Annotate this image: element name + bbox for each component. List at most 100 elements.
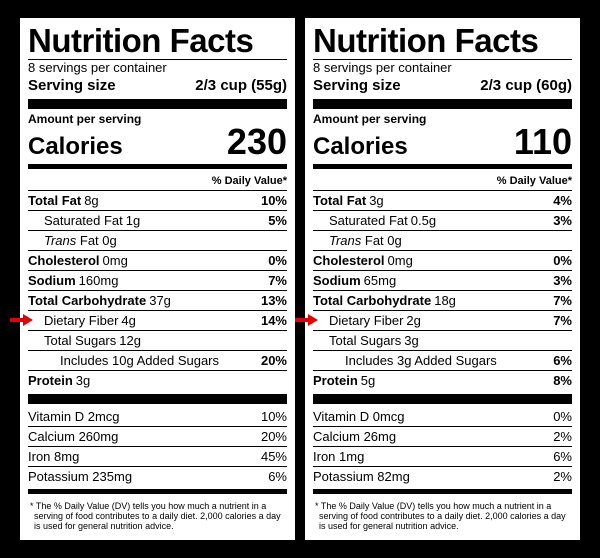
nutrient-percent: 14% [261,313,287,328]
nutrient-amount: 3g [404,333,418,348]
nutrient-row: Saturated Fat1g 5% [28,210,287,230]
nutrient-label: Saturated Fat [44,213,123,228]
nutrient-percent: 0% [553,253,572,268]
nutrient-amount: 12g [119,333,141,348]
nutrient-label: Sodium [313,273,361,288]
vitamin-percent: 45% [261,449,287,464]
nutrition-panel-left: Nutrition Facts8 servings per containerS… [20,18,295,540]
nutrient-row: Sodium160mg7% [28,270,287,290]
nutrient-percent: 7% [553,313,572,328]
vitamin-row: Iron 1mg 6% [313,446,572,466]
nutrient-amount: 18g [434,293,456,308]
vitamin-row: Vitamin D 0mcg 0% [313,407,572,426]
vitamin-percent: 10% [261,409,287,424]
nutrient-row: Cholesterol0mg 0% [28,250,287,270]
vitamin-label: Vitamin D 2mcg [28,409,120,424]
vitamin-row: Iron 8mg 45% [28,446,287,466]
nutrient-label: Trans Fat 0g [329,233,402,248]
vitamin-row: Potassium 82mg 2% [313,466,572,486]
vitamin-percent: 2% [553,469,572,484]
nutrient-percent: 7% [553,293,572,308]
nutrient-amount: 5g [361,373,375,388]
servings-per-container: 8 servings per container [28,60,287,76]
calories-row: Calories 230 [28,124,287,161]
vitamin-percent: 20% [261,429,287,444]
nutrient-row: Total Fat8g10% [28,190,287,210]
calories-value: 110 [514,124,572,160]
nutrient-row: Protein3g [28,370,287,390]
nutrient-label: Saturated Fat [329,213,408,228]
nutrient-amount: 0mg [388,253,413,268]
nutrient-percent: 8% [553,373,572,388]
vitamin-row: Calcium 260mg 20% [28,426,287,446]
nutrient-row: Total Sugars12g [28,330,287,350]
nutrient-amount: 0mg [103,253,128,268]
nutrient-percent: 7% [268,273,287,288]
nutrient-amount: 160mg [79,273,119,288]
nutrient-amount: 65mg [364,273,397,288]
calories-label: Calories [313,133,408,161]
nutrient-percent: 0% [268,253,287,268]
nutrient-amount: 3g [369,193,383,208]
nutrient-row: Total Carbohydrate37g13% [28,290,287,310]
arrow-icon [10,314,34,326]
nutrient-row: Dietary Fiber4g14% [28,310,287,330]
vitamin-row: Calcium 26mg 2% [313,426,572,446]
vitamin-label: Calcium 260mg [28,429,118,444]
serving-size-label: Serving size [28,77,116,95]
vitamin-row: Potassium 235mg 6% [28,466,287,486]
nutrient-label: Total Sugars [329,333,401,348]
nutrition-title: Nutrition Facts [28,24,287,57]
nutrient-row: Includes 3g Added Sugars6% [313,350,572,370]
vitamin-label: Calcium 26mg [313,429,396,444]
vitamin-label: Iron 8mg [28,449,79,464]
vitamin-percent: 2% [553,429,572,444]
nutrient-amount: 0.5g [411,213,436,228]
vitamin-row: Vitamin D 2mcg 10% [28,407,287,426]
nutrient-label: Dietary Fiber [329,313,403,328]
nutrient-row: Trans Fat 0g [313,230,572,250]
nutrient-label: Trans Fat 0g [44,233,117,248]
vitamin-percent: 6% [553,449,572,464]
nutrient-row: Saturated Fat0.5g 3% [313,210,572,230]
nutrient-percent: 3% [553,273,572,288]
vitamin-label: Vitamin D 0mcg [313,409,405,424]
vitamin-percent: 0% [553,409,572,424]
servings-per-container: 8 servings per container [313,60,572,76]
nutrient-row: Cholesterol0mg 0% [313,250,572,270]
nutrient-row: Includes 10g Added Sugars 20% [28,350,287,370]
nutrient-label: Includes 3g Added Sugars [345,353,497,368]
nutrient-row: Sodium65mg 3% [313,270,572,290]
vitamin-label: Potassium 82mg [313,469,410,484]
vitamin-percent: 6% [268,469,287,484]
nutrient-label: Dietary Fiber [44,313,118,328]
calories-value: 230 [227,124,287,160]
nutrient-label: Includes 10g Added Sugars [60,353,219,368]
nutrient-label: Protein [28,373,73,388]
serving-size-row: Serving size2/3 cup (60g) [313,77,572,95]
vitamin-label: Iron 1mg [313,449,364,464]
arrow-icon [295,314,319,326]
nutrient-row: Total Fat3g4% [313,190,572,210]
nutrient-amount: 8g [84,193,98,208]
nutrient-amount: 37g [149,293,171,308]
calories-label: Calories [28,133,123,161]
nutrient-row: Dietary Fiber2g 7% [313,310,572,330]
nutrient-label: Total Sugars [44,333,116,348]
nutrient-amount: 1g [126,213,140,228]
nutrient-label: Protein [313,373,358,388]
serving-size-value: 2/3 cup (55g) [195,77,287,95]
nutrient-label: Cholesterol [28,253,100,268]
nutrient-percent: 5% [268,213,287,228]
nutrient-label: Total Carbohydrate [313,293,431,308]
nutrition-title: Nutrition Facts [313,24,572,57]
nutrient-percent: 13% [261,293,287,308]
vitamin-label: Potassium 235mg [28,469,132,484]
nutrient-label: Cholesterol [313,253,385,268]
nutrient-amount: 2g [406,313,420,328]
nutrient-percent: 3% [553,213,572,228]
footnote: * The % Daily Value (DV) tells you how m… [313,497,572,532]
serving-size-value: 2/3 cup (60g) [480,77,572,95]
nutrient-percent: 20% [261,353,287,368]
daily-value-header: % Daily Value* [28,172,287,190]
